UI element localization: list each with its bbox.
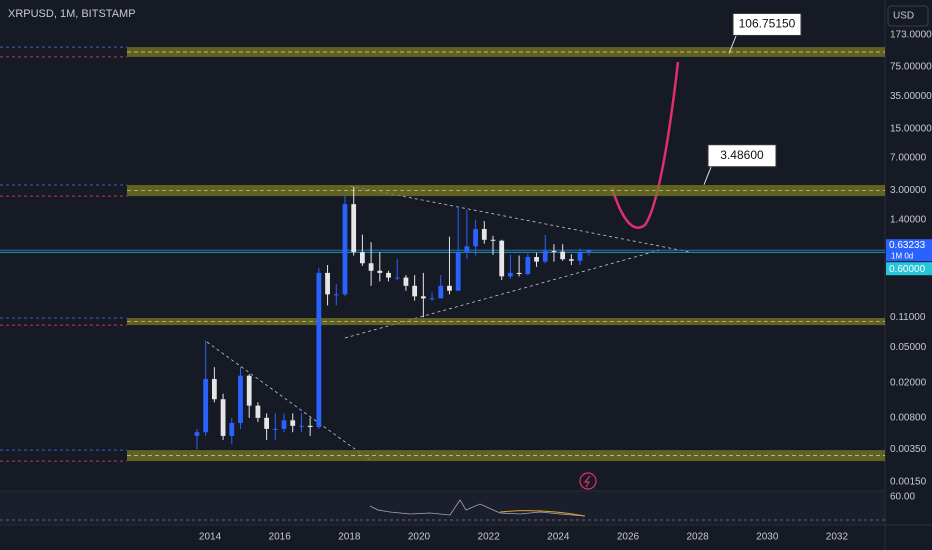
callout-box [707, 144, 777, 168]
candle-body [438, 285, 444, 299]
candle-body [403, 277, 409, 286]
candle-body [542, 250, 548, 262]
candle-body [551, 250, 557, 252]
chart-title: XRPUSD, 1M, BITSTAMP [8, 8, 136, 20]
candle-body [534, 256, 539, 262]
projection-curve [610, 61, 680, 229]
candle-body [568, 259, 574, 261]
candle-body [325, 272, 330, 295]
x-tick-label: 2026 [617, 532, 640, 543]
x-tick-label: 2014 [199, 532, 222, 543]
trend-line [349, 185, 691, 253]
callout-label: 106.75150 [739, 17, 796, 31]
alert-price-label: 0.60000 [889, 264, 926, 275]
alert-icon-bolt [583, 475, 591, 488]
x-tick-label: 2030 [756, 532, 779, 543]
y-tick-label: 0.02000 [890, 377, 927, 388]
last-price-box [886, 239, 932, 262]
candle-body [203, 379, 209, 433]
x-tick-label: 2016 [269, 532, 292, 543]
indicator-signal [499, 510, 586, 517]
x-tick-label: 2018 [338, 532, 361, 543]
candle-body [359, 252, 365, 264]
indicator-pane [0, 492, 885, 524]
x-tick-label: 2024 [547, 532, 570, 543]
callout-pointer [703, 164, 713, 185]
candle-body [447, 285, 452, 291]
y-tick-label: 0.11000 [890, 312, 926, 323]
candle-body [211, 379, 217, 400]
candle-body [394, 277, 400, 279]
callout-box [732, 12, 802, 36]
candle-body [464, 246, 470, 253]
candle-body [525, 256, 531, 275]
candle-body [281, 420, 287, 429]
candle-body [307, 425, 313, 428]
alert-price-box [886, 262, 932, 276]
candle-body [316, 272, 322, 428]
countdown-label: 1M 0d [891, 251, 913, 260]
candle-body [508, 272, 513, 277]
y-tick-label: 173.00000 [890, 30, 932, 41]
y-tick-label: 75.00000 [890, 62, 932, 73]
y-tick-label: 7.00000 [890, 153, 927, 164]
y-tick-label: 35.00000 [890, 91, 932, 102]
candle-body [229, 422, 235, 436]
last-price-label: 0.63233 [889, 240, 926, 251]
candle-body [386, 272, 391, 278]
y-tick-label: 3.00000 [890, 185, 927, 196]
candle-body [264, 417, 270, 429]
candle-body [342, 204, 348, 295]
x-tick-label: 2022 [478, 532, 501, 543]
y-tick-label: 15.00000 [890, 123, 932, 134]
indicator-line [369, 499, 586, 517]
candle-body [455, 252, 461, 291]
candle-body [473, 228, 478, 247]
candle-body [351, 204, 357, 253]
candle-body [499, 240, 505, 277]
x-tick-label: 2020 [408, 532, 431, 543]
candle-body [481, 228, 487, 240]
indicator-tick-label: 60.00 [890, 492, 915, 503]
candle-body [368, 263, 374, 271]
candle-body [490, 239, 496, 241]
currency-label[interactable]: USD [893, 11, 914, 22]
candle-body [299, 425, 304, 427]
callout-label: 3.48600 [720, 148, 764, 162]
x-tick-label: 2028 [686, 532, 709, 543]
candle-body [246, 375, 252, 406]
candle-body [516, 272, 522, 275]
candle-body [429, 298, 435, 300]
candle-body [272, 428, 278, 430]
candle-body [420, 296, 426, 299]
candle-body [333, 294, 339, 296]
candle-body [560, 251, 566, 260]
candle-body [290, 420, 296, 426]
candle-body [377, 270, 383, 273]
candle-body [255, 405, 261, 418]
y-tick-label: 1.40000 [890, 214, 927, 225]
candle-body [586, 250, 592, 253]
currency-button[interactable] [887, 5, 929, 27]
candle-body [238, 375, 243, 423]
callout-pointer [728, 33, 738, 54]
y-tick-label: 0.00800 [890, 412, 927, 423]
x-tick-label: 2032 [826, 532, 849, 543]
y-tick-label: 0.05000 [890, 342, 927, 353]
candle-body [577, 252, 583, 261]
candle-body [220, 399, 226, 436]
y-tick-label: 0.00150 [890, 477, 927, 488]
alert-icon[interactable] [579, 472, 597, 490]
candle-body [412, 285, 418, 297]
candle-body [194, 432, 200, 436]
y-tick-label: 0.00350 [890, 444, 927, 455]
